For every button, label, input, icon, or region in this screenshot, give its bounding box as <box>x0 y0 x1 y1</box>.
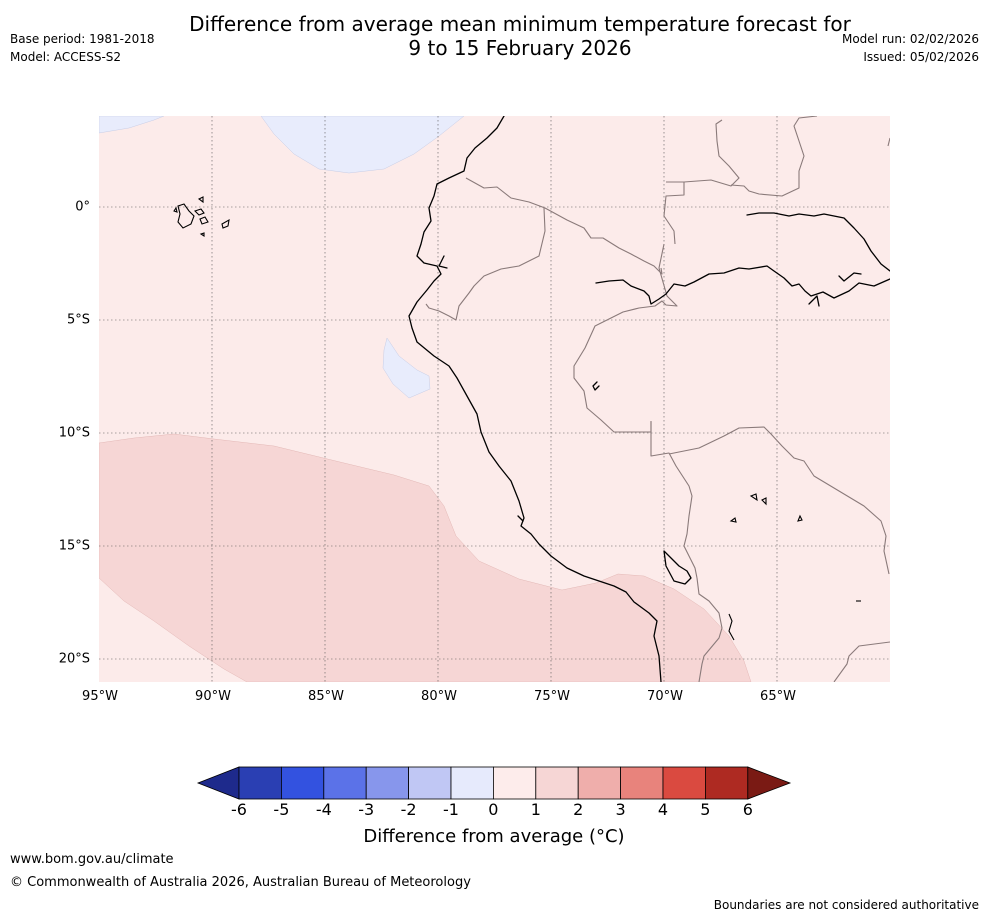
lon-label-90w: 90°W <box>195 689 231 704</box>
cb-tick-2: 2 <box>573 800 584 819</box>
colorbar-high-extend <box>747 766 792 800</box>
colorbar-bin-1-2 <box>535 766 579 800</box>
cb-tick-1: 1 <box>530 800 541 819</box>
anomaly-region-1-to-2 <box>99 433 752 682</box>
cb-tick-0: 0 <box>488 800 499 819</box>
issued-date: Issued: 05/02/2026 <box>863 50 979 64</box>
colorbar-bin-0-1 <box>492 766 537 800</box>
lon-label-95w: 95°W <box>82 689 118 704</box>
footer-url[interactable]: www.bom.gov.au/climate <box>10 852 174 867</box>
base-period: Base period: 1981-2018 <box>10 32 155 46</box>
coastline <box>408 116 890 682</box>
cb-tick-6: 6 <box>742 800 753 819</box>
colorbar-bin-2-3 <box>577 766 622 800</box>
colorbar-title: Difference from average (°C) <box>363 826 625 847</box>
lon-label-80w: 80°W <box>421 689 457 704</box>
colorbar-bin--6--5 <box>238 766 282 800</box>
cb-tick--6: -6 <box>231 800 247 819</box>
anomaly-region-minus1-to-0-offshore <box>382 337 431 399</box>
cb-tick--2: -2 <box>400 800 417 819</box>
lat-label-20s: 20°S <box>58 651 90 667</box>
cb-tick-4: 4 <box>657 800 669 819</box>
cb-tick--3: -3 <box>358 800 375 819</box>
colorbar-bin--3--2 <box>365 766 409 800</box>
cb-tick-3: 3 <box>615 800 626 819</box>
lat-label-0: 0° <box>75 199 90 215</box>
cb-tick--4: -4 <box>315 800 332 819</box>
meta-left: Base period: 1981-2018 Model: ACCESS-S2 <box>10 30 155 66</box>
national-borders <box>425 116 890 682</box>
map-title: Difference from average mean minimum tem… <box>0 12 988 60</box>
lon-label-75w: 75°W <box>534 689 570 704</box>
cb-tick--1: -1 <box>443 800 459 819</box>
colorbar <box>196 766 792 800</box>
cb-tick-5: 5 <box>700 800 711 819</box>
colorbar-bin--5--4 <box>281 766 325 800</box>
lon-label-85w: 85°W <box>308 689 344 704</box>
lat-label-10s: 10°S <box>58 425 90 441</box>
forecast-map <box>99 116 890 682</box>
footer-copyright: © Commonwealth of Australia 2026, Austra… <box>10 875 471 890</box>
boundary-disclaimer: Boundaries are not considered authoritat… <box>713 898 979 912</box>
cb-tick--5: -5 <box>273 800 290 819</box>
anomaly-region-minus1-to-0-north <box>99 116 165 134</box>
colorbar-bin--4--3 <box>323 766 367 800</box>
title-line-1: Difference from average mean minimum tem… <box>189 12 851 36</box>
colorbar-bin--1-0 <box>450 766 494 800</box>
lat-label-5s: 5°S <box>66 312 90 328</box>
colorbar-low-extend <box>196 766 240 800</box>
title-line-2: 9 to 15 February 2026 <box>408 36 632 60</box>
colorbar-bin-4-5 <box>662 766 706 800</box>
colorbar-bin--2--1 <box>408 766 452 800</box>
colorbar-bin-3-4 <box>620 766 664 800</box>
model-name: Model: ACCESS-S2 <box>10 50 122 64</box>
model-run: Model run: 02/02/2026 <box>841 32 979 46</box>
meta-right: Model run: 02/02/2026 Issued: 05/02/2026 <box>842 30 979 66</box>
islands <box>173 196 861 641</box>
lat-label-15s: 15°S <box>58 538 90 554</box>
lon-label-70w: 70°W <box>647 689 683 704</box>
lon-label-65w: 65°W <box>760 689 796 704</box>
colorbar-bin-5-6 <box>704 766 749 800</box>
anomaly-region-minus1-to-0-central <box>260 116 465 174</box>
